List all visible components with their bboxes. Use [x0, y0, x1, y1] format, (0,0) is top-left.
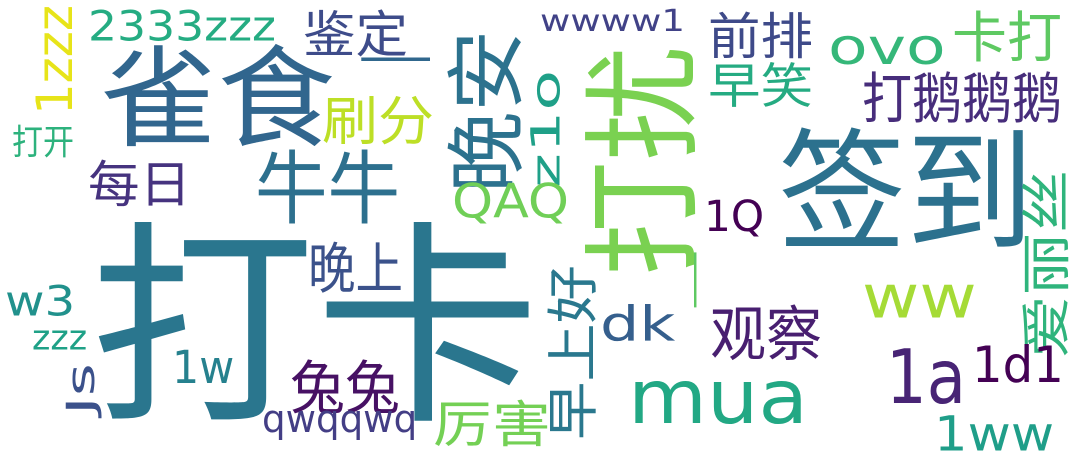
word: 刷分: [322, 90, 434, 153]
word: z1o: [522, 69, 570, 188]
word: Js: [58, 363, 104, 415]
word: 晚上: [308, 237, 403, 302]
word: 1d1: [972, 335, 1064, 394]
word: 每日: [88, 155, 191, 214]
word: QAQ: [452, 173, 570, 229]
word: 打鹅鹅鹅: [862, 67, 1062, 132]
word: 1ww: [934, 405, 1055, 462]
word: qwqqwq: [262, 396, 418, 442]
word: 鉴定: [303, 5, 408, 64]
word: 打卡: [90, 202, 540, 456]
word: 雀食: [100, 35, 335, 164]
word: 1zzz: [25, 4, 85, 115]
word: 打开: [12, 121, 74, 163]
word: 牛牛: [255, 142, 400, 237]
word: 一: [358, 36, 433, 86]
word: 卡打: [952, 6, 1062, 71]
word: 早笑: [708, 57, 813, 114]
word: 签到: [778, 116, 1034, 271]
word: 2333zzz: [88, 1, 276, 51]
word: 厉害: [433, 395, 551, 454]
word: 兔兔: [290, 354, 400, 423]
word: 1a: [886, 333, 966, 421]
word: 1Q: [704, 191, 765, 242]
word: ww: [862, 261, 977, 332]
word: 早上好: [543, 265, 605, 440]
word: 前排: [708, 7, 813, 66]
word: wwww1: [540, 3, 685, 39]
word: zzz: [32, 316, 88, 358]
word: 一: [679, 250, 715, 310]
word: 爱丽丝: [1017, 170, 1077, 358]
word: dk: [600, 295, 676, 352]
word: 1w: [172, 340, 235, 394]
word: mua: [628, 353, 809, 441]
word: 观察: [710, 299, 822, 370]
word: ovo: [828, 17, 946, 76]
word: w3: [5, 276, 76, 326]
word: 打扰: [574, 46, 715, 277]
word: 晚安: [440, 30, 535, 193]
